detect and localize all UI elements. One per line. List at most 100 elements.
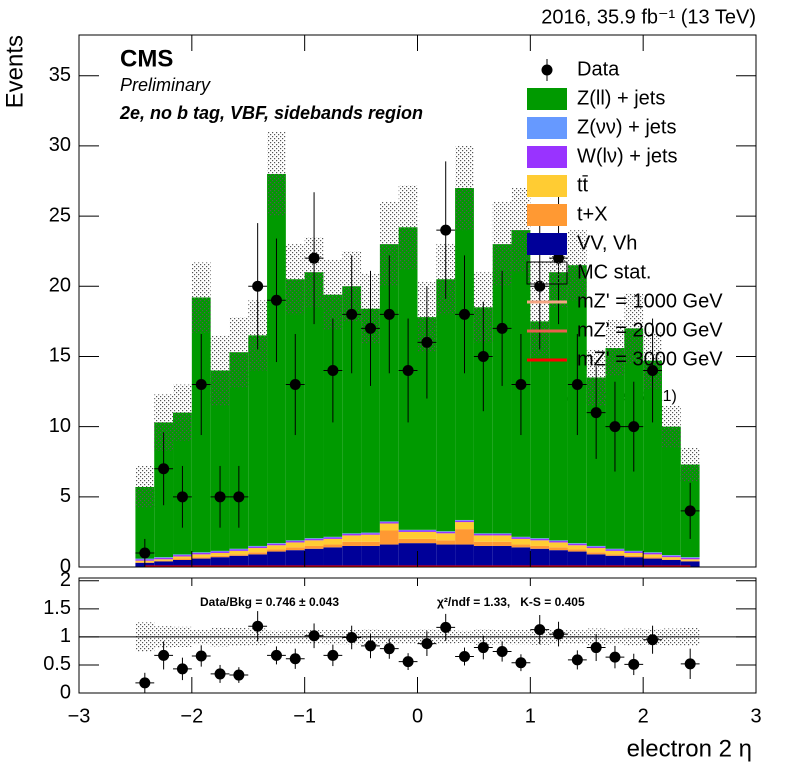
ratio-point — [176, 663, 188, 675]
stack-segment — [473, 534, 493, 536]
stack-segment — [530, 538, 550, 539]
stack-segment — [605, 548, 625, 550]
stack-segment — [342, 286, 362, 534]
legend-swatch — [526, 261, 568, 285]
stack-segment — [342, 533, 362, 535]
mc-stat-band — [455, 145, 474, 231]
status: Preliminary — [120, 75, 211, 95]
stack-segment — [323, 544, 343, 548]
legend-swatch — [527, 117, 567, 139]
stack-segment — [210, 555, 230, 558]
data-point — [139, 547, 151, 559]
stack-segment — [379, 544, 399, 567]
ratio-point — [684, 658, 696, 670]
stack-segment — [567, 549, 587, 552]
data-point — [440, 224, 452, 236]
stack-segment — [455, 519, 474, 521]
stack-segment — [549, 547, 568, 551]
y-tick-label: 0 — [60, 681, 71, 703]
stack-segment — [267, 543, 286, 544]
stack-segment — [210, 552, 230, 556]
mc-stat-band — [191, 262, 211, 333]
stack-segment — [643, 552, 662, 553]
stack-segment — [473, 533, 493, 535]
stack-segment — [361, 533, 380, 535]
x-tick-label: −2 — [180, 705, 203, 727]
stack-segment — [229, 550, 249, 555]
stack-segment — [210, 557, 230, 567]
legend-swatch — [527, 233, 567, 255]
data-point — [270, 294, 282, 306]
stack-segment — [436, 279, 456, 532]
data-point — [308, 252, 320, 264]
stack-segment — [567, 551, 587, 567]
stack-segment — [624, 557, 644, 567]
legend-swatch — [527, 175, 567, 197]
legend-label: tt̄ — [577, 174, 589, 196]
stack-segment — [154, 557, 174, 558]
data-point — [421, 336, 433, 348]
mc-stat-band — [323, 259, 343, 330]
stack-segment — [511, 536, 531, 538]
stack-segment — [379, 523, 399, 531]
legend-swatch — [527, 204, 567, 226]
stack-segment — [417, 317, 437, 530]
data-point — [383, 308, 395, 320]
stack-segment — [154, 559, 174, 561]
stack-segment — [173, 554, 192, 556]
mc-stat-band — [267, 131, 286, 217]
stack-segment — [154, 560, 174, 562]
data-point — [496, 322, 508, 334]
data-point — [477, 350, 489, 362]
y-tick-label: 10 — [49, 415, 71, 437]
stack-segment — [643, 360, 662, 553]
data-point — [252, 280, 264, 292]
stack-segment — [473, 545, 493, 567]
stack-segment — [398, 538, 418, 544]
stack-segment — [417, 529, 437, 531]
legend-label: MC stat. — [577, 261, 651, 283]
stack-segment — [267, 551, 286, 567]
stack-segment — [210, 550, 230, 552]
ratio-point — [327, 649, 339, 661]
stack-segment — [549, 272, 568, 541]
mc-stat-band — [285, 244, 305, 315]
stack-segment — [191, 557, 211, 559]
experiment: CMS — [120, 45, 173, 72]
stack-segment — [492, 541, 512, 546]
mc-stat-band — [210, 335, 230, 406]
stack-segment — [154, 561, 174, 567]
ratio-point — [496, 645, 508, 657]
x-tick-label: 3 — [750, 705, 761, 727]
stack-segment — [323, 536, 343, 538]
stack-segment — [586, 552, 606, 555]
stack-segment — [248, 552, 268, 555]
ratio-point — [402, 656, 414, 668]
legend-swatch — [527, 146, 567, 168]
stack-segment — [567, 543, 587, 546]
ratio-point — [534, 624, 546, 636]
ratio-annotation: χ²/ndf = 1.33, K-S = 0.405 — [437, 595, 585, 609]
ratio-point — [515, 657, 527, 669]
legend-label: Data — [577, 58, 620, 80]
stack-segment — [511, 544, 531, 548]
ratio-point — [289, 653, 301, 665]
ratio-point — [252, 620, 264, 632]
stack-segment — [455, 522, 474, 530]
ratio-point — [195, 650, 207, 662]
stack-segment — [586, 554, 606, 567]
stack-segment — [304, 540, 324, 546]
legend: Data Z(ll) + jets Z(νν) + jets W(lν) + jets… — [526, 58, 723, 370]
stack-segment — [285, 550, 305, 567]
data-point — [346, 308, 358, 320]
stack-segment — [643, 552, 662, 555]
stack-segment — [586, 377, 606, 546]
y-tick-label: 25 — [49, 204, 71, 226]
stack-segment — [661, 557, 681, 560]
stack-segment — [624, 555, 644, 558]
stack-segment — [605, 550, 625, 555]
stack-segment — [285, 547, 305, 551]
stack-segment — [342, 541, 362, 546]
stack-segment — [643, 558, 662, 567]
y-tick-label: 35 — [49, 64, 71, 86]
